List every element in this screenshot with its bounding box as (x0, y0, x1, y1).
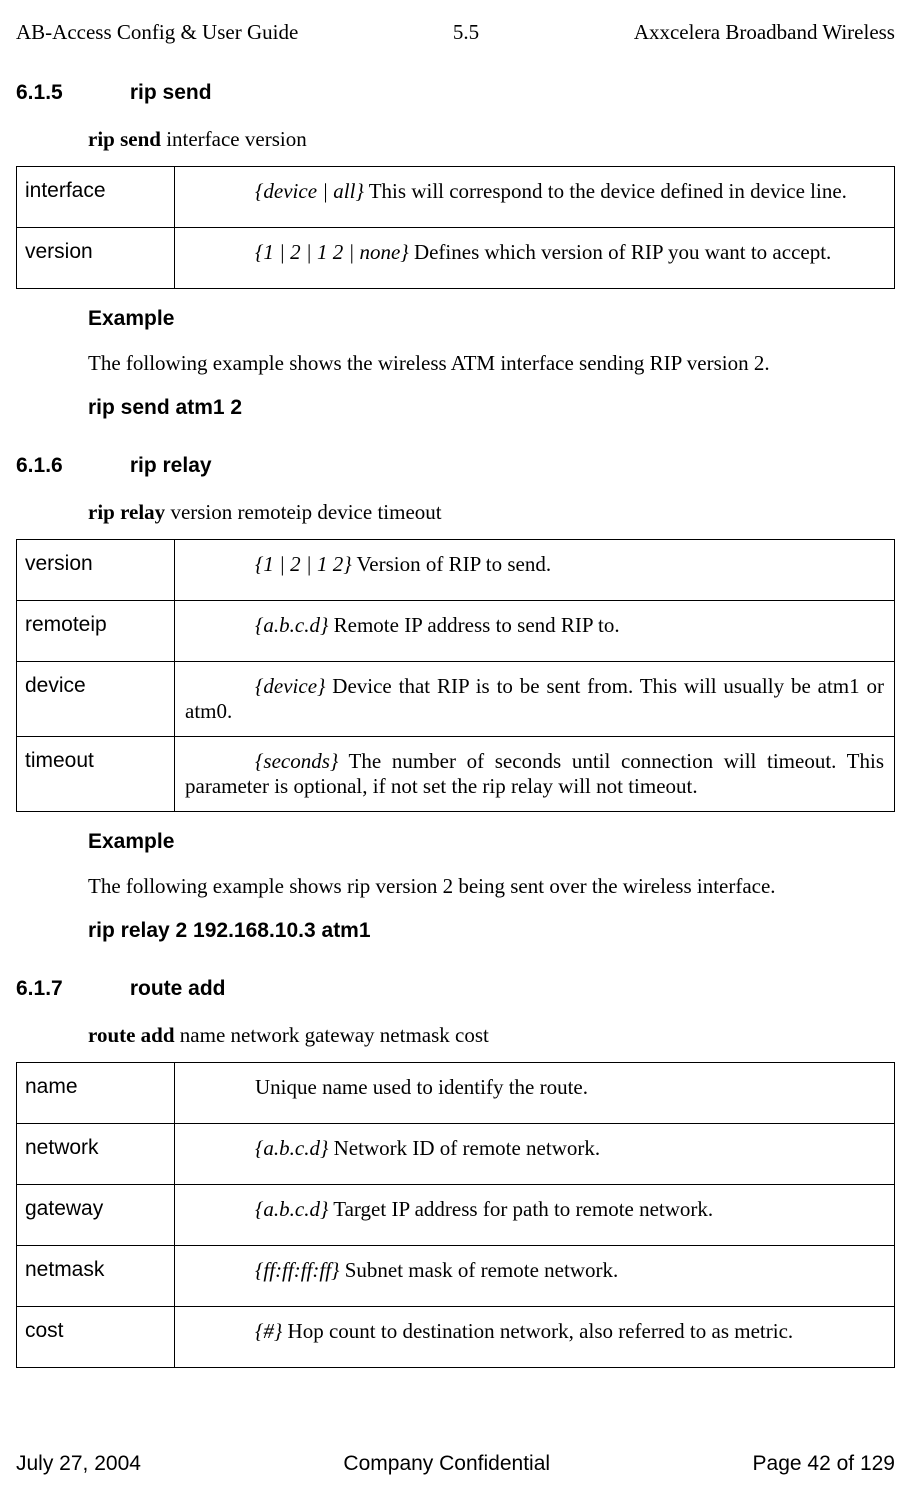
table-row: device {device} Device that RIP is to be… (17, 662, 895, 737)
table-row: cost {#} Hop count to destination networ… (17, 1307, 895, 1368)
table-row: name Unique name used to identify the ro… (17, 1063, 895, 1124)
header-left: AB-Access Config & User Guide (16, 20, 298, 45)
param-desc: {a.b.c.d} Target IP address for path to … (175, 1185, 895, 1246)
section-title: rip relay (130, 454, 212, 478)
syntax-rest: name network gateway netmask cost (175, 1023, 489, 1047)
table-row: interface {device | all} This will corre… (17, 167, 895, 228)
syntax-route-add: route add name network gateway netmask c… (88, 1023, 895, 1048)
footer-left: July 27, 2004 (16, 1452, 141, 1476)
section-heading-rip-send: 6.1.5 rip send (16, 81, 895, 105)
param-text: Unique name used to identify the route. (255, 1075, 588, 1099)
param-ital: {seconds} (255, 749, 338, 773)
example-label: Example (88, 307, 895, 331)
table-row: remoteip {a.b.c.d} Remote IP address to … (17, 601, 895, 662)
param-name: cost (17, 1307, 175, 1368)
table-row: netmask {ff:ff:ff:ff} Subnet mask of rem… (17, 1246, 895, 1307)
param-ital: {a.b.c.d} (255, 1197, 328, 1221)
param-text: Hop count to destination network, also r… (282, 1319, 793, 1343)
param-text: Remote IP address to send RIP to. (328, 613, 619, 637)
page-footer: July 27, 2004 Company Confidential Page … (16, 1452, 895, 1476)
syntax-rest: interface version (161, 127, 307, 151)
header-center: 5.5 (453, 20, 479, 45)
section-number: 6.1.6 (16, 454, 124, 478)
table-row: version {1 | 2 | 1 2 | none} Defines whi… (17, 228, 895, 289)
example-text: The following example shows the wireless… (88, 351, 895, 376)
param-text: Version of RIP to send. (352, 552, 552, 576)
param-name: gateway (17, 1185, 175, 1246)
param-name: timeout (17, 737, 175, 812)
param-desc: {1 | 2 | 1 2 | none} Defines which versi… (175, 228, 895, 289)
param-name: version (17, 540, 175, 601)
section-title: route add (130, 977, 226, 1001)
param-name: network (17, 1124, 175, 1185)
table-row: version {1 | 2 | 1 2} Version of RIP to … (17, 540, 895, 601)
example-code: rip relay 2 192.168.10.3 atm1 (88, 919, 895, 943)
param-name: remoteip (17, 601, 175, 662)
section-heading-route-add: 6.1.7 route add (16, 977, 895, 1001)
param-name: device (17, 662, 175, 737)
param-ital: {1 | 2 | 1 2} (255, 552, 352, 576)
param-ital: {ff:ff:ff:ff} (255, 1258, 339, 1282)
param-desc: {device | all} This will correspond to t… (175, 167, 895, 228)
param-text: Target IP address for path to remote net… (328, 1197, 713, 1221)
section-number: 6.1.5 (16, 81, 124, 105)
table-row: network {a.b.c.d} Network ID of remote n… (17, 1124, 895, 1185)
table-row: gateway {a.b.c.d} Target IP address for … (17, 1185, 895, 1246)
page-header: AB-Access Config & User Guide 5.5 Axxcel… (16, 20, 895, 45)
param-desc: {seconds} The number of seconds until co… (175, 737, 895, 812)
params-table-rip-relay: version {1 | 2 | 1 2} Version of RIP to … (16, 539, 895, 812)
param-text: Network ID of remote network. (328, 1136, 600, 1160)
param-desc: {a.b.c.d} Remote IP address to send RIP … (175, 601, 895, 662)
param-text: Defines which version of RIP you want to… (409, 240, 832, 264)
footer-right: Page 42 of 129 (753, 1452, 895, 1476)
example-text: The following example shows rip version … (88, 874, 895, 899)
param-ital: {#} (255, 1319, 282, 1343)
syntax-rip-send: rip send interface version (88, 127, 895, 152)
param-name: netmask (17, 1246, 175, 1307)
section-heading-rip-relay: 6.1.6 rip relay (16, 454, 895, 478)
syntax-bold: route add (88, 1023, 175, 1047)
param-name: name (17, 1063, 175, 1124)
param-ital: {device | all} (255, 179, 364, 203)
param-desc: {1 | 2 | 1 2} Version of RIP to send. (175, 540, 895, 601)
param-desc: {ff:ff:ff:ff} Subnet mask of remote netw… (175, 1246, 895, 1307)
param-ital: {1 | 2 | 1 2 | none} (255, 240, 409, 264)
param-desc: {a.b.c.d} Network ID of remote network. (175, 1124, 895, 1185)
footer-center: Company Confidential (343, 1452, 550, 1476)
param-desc: Unique name used to identify the route. (175, 1063, 895, 1124)
param-ital: {a.b.c.d} (255, 1136, 328, 1160)
param-ital: {a.b.c.d} (255, 613, 328, 637)
param-desc: {#} Hop count to destination network, al… (175, 1307, 895, 1368)
example-label: Example (88, 830, 895, 854)
section-number: 6.1.7 (16, 977, 124, 1001)
header-right: Axxcelera Broadband Wireless (634, 20, 895, 45)
syntax-rest: version remoteip device timeout (165, 500, 441, 524)
syntax-rip-relay: rip relay version remoteip device timeou… (88, 500, 895, 525)
param-name: version (17, 228, 175, 289)
param-ital: {device} (255, 674, 325, 698)
section-title: rip send (130, 81, 212, 105)
table-row: timeout {seconds} The number of seconds … (17, 737, 895, 812)
syntax-bold: rip send (88, 127, 161, 151)
params-table-route-add: name Unique name used to identify the ro… (16, 1062, 895, 1368)
param-desc: {device} Device that RIP is to be sent f… (175, 662, 895, 737)
param-text: Subnet mask of remote network. (339, 1258, 618, 1282)
params-table-rip-send: interface {device | all} This will corre… (16, 166, 895, 289)
example-code: rip send atm1 2 (88, 396, 895, 420)
syntax-bold: rip relay (88, 500, 165, 524)
param-name: interface (17, 167, 175, 228)
param-text: This will correspond to the device defin… (364, 179, 847, 203)
